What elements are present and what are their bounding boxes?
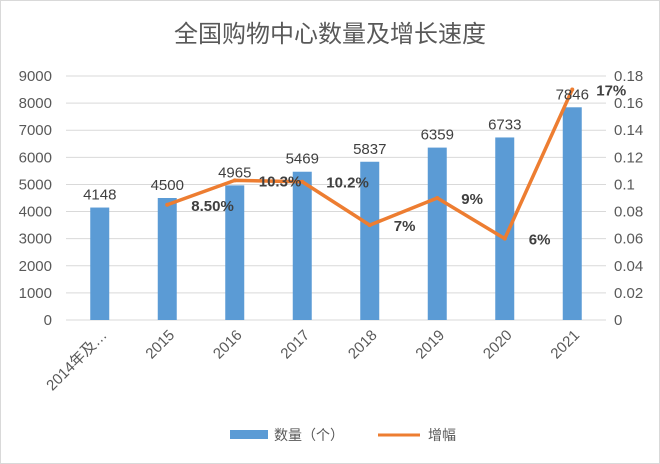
- bar-value-label: 5469: [286, 151, 319, 168]
- right-tick-label: 0: [614, 312, 622, 329]
- growth-point: [570, 87, 575, 92]
- growth-label: 8.50%: [191, 198, 234, 215]
- bar-series: [90, 107, 582, 320]
- category-label: 2019: [412, 327, 448, 363]
- growth-label: 7%: [394, 218, 416, 235]
- line-series: [165, 87, 575, 241]
- growth-point: [300, 179, 305, 184]
- bar-value-label: 6359: [421, 127, 454, 144]
- left-tick-label: 2000: [19, 258, 52, 275]
- growth-point: [165, 202, 170, 207]
- legend-bar-label: 数量（个）: [274, 428, 344, 444]
- bar-value-labels: 4148 4500 4965 5469 5837 6359 6733 7846: [83, 86, 589, 203]
- growth-point: [502, 236, 507, 241]
- right-tick-label: 0.06: [614, 231, 643, 248]
- right-tick-label: 0.08: [614, 204, 643, 221]
- left-axis-ticks: 0 1000 2000 3000 4000 5000 6000 7000 8000 9000: [19, 68, 52, 329]
- bar-value-label: 6733: [488, 116, 521, 133]
- left-tick-label: 1000: [19, 285, 52, 302]
- bar: [427, 147, 447, 320]
- growth-label: 6%: [529, 232, 551, 249]
- growth-point: [367, 223, 372, 228]
- right-tick-label: 0.12: [614, 149, 643, 166]
- category-labels: 2014年及… 2015 2016 2017 2018 2019 2020 2021: [43, 327, 583, 394]
- bar-value-label: 4148: [83, 187, 116, 204]
- bar-value-label: 7846: [556, 86, 589, 103]
- left-tick-label: 6000: [19, 149, 52, 166]
- legend-line-label: 增幅: [428, 428, 456, 444]
- right-tick-label: 0.18: [614, 68, 643, 85]
- bar: [225, 185, 245, 320]
- growth-label: 10.3%: [259, 173, 302, 190]
- bar: [562, 107, 582, 320]
- bar: [360, 161, 380, 320]
- legend-bar-swatch: [230, 430, 268, 439]
- left-tick-label: 8000: [19, 95, 52, 112]
- legend: 数量（个） 增幅: [230, 428, 456, 444]
- category-label: 2018: [345, 327, 381, 363]
- bar-value-label: 4965: [218, 164, 251, 181]
- bar: [292, 171, 312, 320]
- bar: [157, 198, 177, 320]
- category-label: 2017: [277, 327, 313, 363]
- category-label: 2016: [210, 327, 246, 363]
- right-tick-label: 0.14: [614, 122, 643, 139]
- bar: [495, 137, 515, 320]
- growth-point: [232, 178, 237, 183]
- right-tick-label: 0.1: [614, 176, 635, 193]
- chart-title: 全国购物中心数量及增长速度: [174, 20, 486, 48]
- gridlines: [66, 75, 606, 321]
- growth-label: 9%: [461, 191, 483, 208]
- right-tick-label: 0.02: [614, 285, 643, 302]
- growth-label: 10.2%: [326, 175, 369, 192]
- right-tick-label: 0.16: [614, 95, 643, 112]
- left-tick-label: 9000: [19, 68, 52, 85]
- left-tick-label: 3000: [19, 231, 52, 248]
- left-tick-label: 7000: [19, 122, 52, 139]
- growth-point: [435, 196, 440, 200]
- bar-value-label: 5837: [353, 141, 386, 158]
- category-label: 2020: [480, 327, 516, 363]
- left-tick-label: 0: [44, 312, 52, 329]
- category-label: 2015: [142, 327, 178, 363]
- left-tick-label: 5000: [19, 176, 52, 193]
- bar: [90, 207, 110, 320]
- category-label: 2021: [547, 327, 583, 363]
- right-axis-ticks: 0 0.02 0.04 0.06 0.08 0.1 0.12 0.14 0.16 0.18: [614, 68, 643, 329]
- left-tick-label: 4000: [19, 204, 52, 221]
- growth-label: 17%: [596, 83, 626, 100]
- category-label: 2014年及…: [43, 327, 110, 394]
- growth-labels: 8.50% 10.3% 10.2% 7% 9% 6% 17%: [191, 83, 626, 249]
- bar-value-label: 4500: [151, 177, 184, 194]
- right-tick-label: 0.04: [614, 258, 643, 275]
